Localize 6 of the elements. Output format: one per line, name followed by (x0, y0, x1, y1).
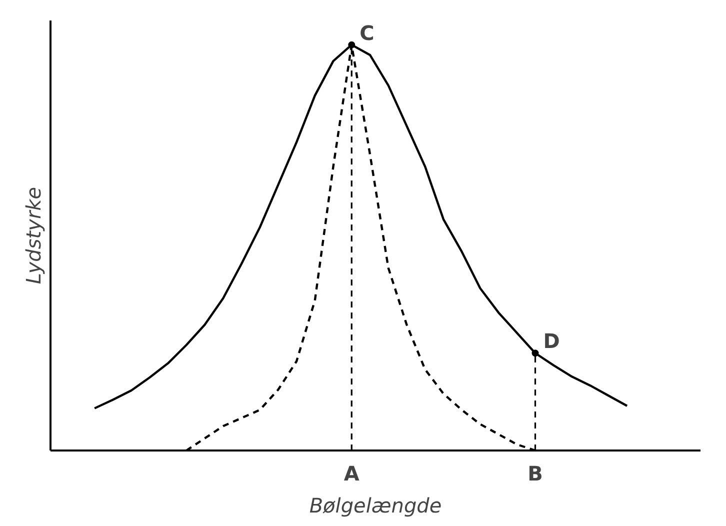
x-tick-label: A (344, 462, 360, 486)
x-tick-label: B (528, 462, 543, 486)
annotation: C (360, 20, 374, 45)
x-axis-title: Bølgelængde (309, 494, 442, 518)
y-axis-title: Lydstyrke (22, 186, 46, 284)
annotation: D (543, 329, 560, 354)
